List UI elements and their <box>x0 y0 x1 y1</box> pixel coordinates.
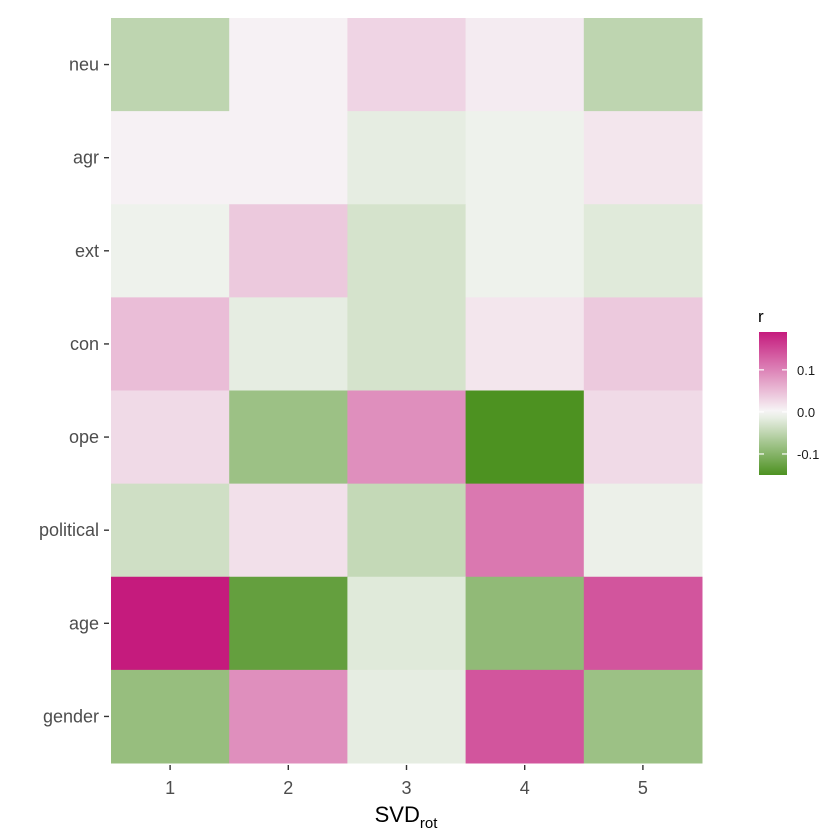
heatmap-cell-age-4 <box>465 576 585 671</box>
x-tick-label-3: 3 <box>401 778 411 798</box>
x-axis: 1 2 3 4 5 <box>165 765 648 798</box>
heatmap-cell-ope-2 <box>229 390 348 485</box>
heatmap-cell-neu-4 <box>465 18 585 112</box>
legend-title: r <box>758 307 764 326</box>
heatmap-cell-neu-5 <box>583 18 703 112</box>
heatmap-cell-neu-1 <box>111 18 230 112</box>
heatmap-cell-age-3 <box>347 576 467 671</box>
x-tick-label-5: 5 <box>638 778 648 798</box>
heatmap-cell-con-4 <box>465 297 585 391</box>
y-tick-label-gender: gender <box>43 706 99 726</box>
heatmap-cell-ext-1 <box>111 204 230 298</box>
y-axis: neu agr ext con ope political age gender <box>39 55 109 726</box>
heatmap-cell-political-2 <box>229 483 348 578</box>
heatmap-cell-ext-2 <box>229 204 348 298</box>
heatmap-cell-gender-1 <box>111 669 230 764</box>
heatmap-cell-ope-5 <box>583 390 703 485</box>
heatmap-cells <box>111 18 703 764</box>
heatmap-cell-gender-4 <box>465 669 585 764</box>
heatmap-cell-neu-2 <box>229 18 348 112</box>
legend-tick-label: -0.1 <box>797 447 819 462</box>
legend-tick-label: 0.1 <box>797 363 815 378</box>
x-axis-title-subscript: rot <box>420 815 438 832</box>
heatmap-cell-age-2 <box>229 576 348 671</box>
legend-colorbar <box>759 332 787 475</box>
heatmap-cell-gender-2 <box>229 669 348 764</box>
x-axis-title-main: SVD <box>375 802 420 827</box>
heatmap-cell-con-5 <box>583 297 703 391</box>
heatmap-cell-agr-4 <box>465 111 585 205</box>
heatmap-cell-con-2 <box>229 297 348 391</box>
heatmap-cell-political-1 <box>111 483 230 578</box>
heatmap-cell-ope-1 <box>111 390 230 485</box>
legend: r 0.1 0.0 -0.1 <box>758 307 819 475</box>
heatmap-cell-political-3 <box>347 483 467 578</box>
heatmap-cell-political-5 <box>583 483 703 578</box>
heatmap-cell-agr-2 <box>229 111 348 205</box>
heatmap-cell-gender-3 <box>347 669 467 764</box>
heatmap-cell-ope-4 <box>465 390 585 485</box>
heatmap-cell-con-1 <box>111 297 230 391</box>
heatmap-cell-agr-3 <box>347 111 467 205</box>
heatmap-cell-neu-3 <box>347 18 467 112</box>
y-tick-label-ope: ope <box>69 427 99 447</box>
heatmap-cell-agr-1 <box>111 111 230 205</box>
heatmap-cell-ext-4 <box>465 204 585 298</box>
x-tick-label-2: 2 <box>283 778 293 798</box>
heatmap-cell-gender-5 <box>583 669 703 764</box>
y-tick-label-ext: ext <box>75 241 99 261</box>
x-tick-label-1: 1 <box>165 778 175 798</box>
heatmap-cell-ext-5 <box>583 204 703 298</box>
legend-ticks: 0.1 0.0 -0.1 <box>759 363 819 462</box>
heatmap-cell-con-3 <box>347 297 467 391</box>
heatmap-cell-ext-3 <box>347 204 467 298</box>
y-tick-label-con: con <box>70 334 99 354</box>
y-tick-label-age: age <box>69 613 99 633</box>
x-tick-label-4: 4 <box>520 778 530 798</box>
y-tick-label-political: political <box>39 520 99 540</box>
y-tick-label-agr: agr <box>73 148 99 168</box>
heatmap-cell-age-1 <box>111 576 230 671</box>
heatmap-cell-age-5 <box>583 576 703 671</box>
legend-tick-label: 0.0 <box>797 405 815 420</box>
heatmap-cell-ope-3 <box>347 390 467 485</box>
heatmap-cell-political-4 <box>465 483 585 578</box>
x-axis-title: SVDrot <box>375 802 439 832</box>
y-tick-label-neu: neu <box>69 55 99 75</box>
heatmap-cell-agr-5 <box>583 111 703 205</box>
